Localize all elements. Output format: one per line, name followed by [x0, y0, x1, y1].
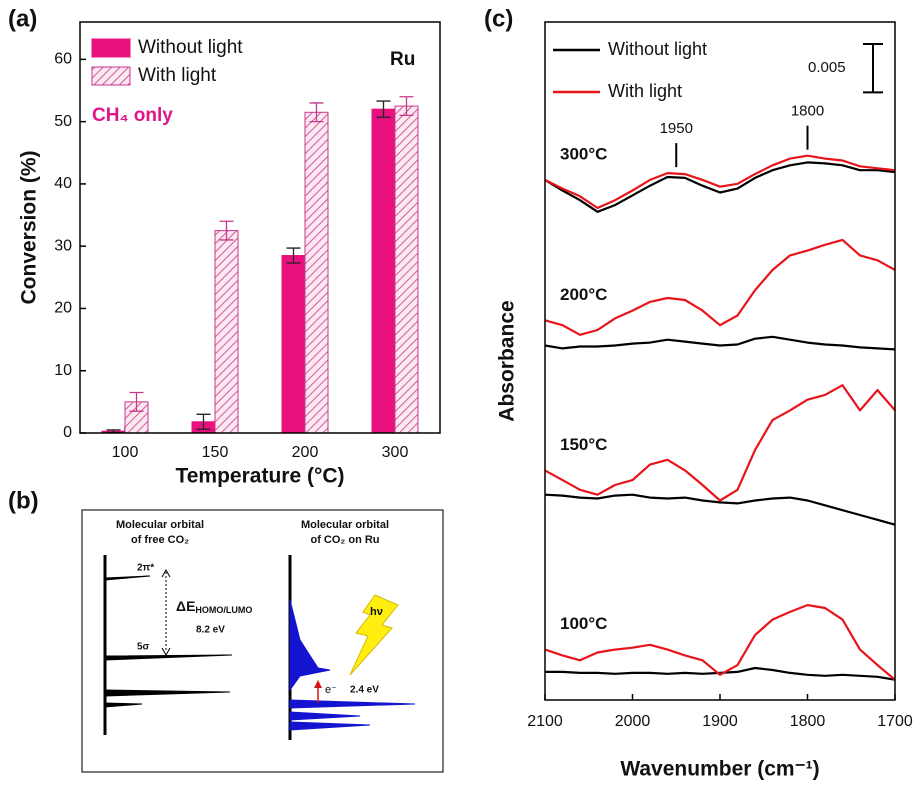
legend-label: With light	[608, 81, 682, 101]
ru-gap: 2.4 eV	[350, 685, 379, 696]
homo-label: 5σ	[137, 642, 150, 653]
error-bar	[129, 391, 144, 412]
trace-label: 200°C	[560, 285, 607, 304]
lumo-label: 2π*	[137, 563, 154, 574]
y-tick-label: 10	[54, 362, 72, 379]
diagram-frame	[81, 509, 444, 773]
spectrum-line	[544, 604, 896, 681]
trace-label: 150°C	[560, 435, 607, 454]
y-tick-label: 40	[54, 175, 72, 192]
scale-bar	[863, 43, 883, 94]
annotation: Ru	[390, 49, 415, 70]
legend-label: With light	[138, 65, 217, 86]
x-tick-label: 1900	[702, 713, 738, 730]
arrow-head	[314, 680, 322, 688]
y-tick-label: 0	[63, 424, 72, 441]
light-bolt	[349, 594, 399, 676]
bar	[371, 108, 396, 434]
gap-value: 8.2 eV	[196, 625, 225, 636]
spectrum-line	[544, 493, 896, 526]
x-tick-label: 1700	[877, 713, 913, 730]
bar	[214, 230, 239, 434]
x-tick-label: 100	[112, 444, 139, 461]
error-bar	[309, 102, 324, 123]
dos-peaks	[104, 575, 233, 708]
legend-swatch	[91, 38, 131, 58]
spectrum-line	[544, 335, 896, 351]
y-tick-label: 60	[54, 51, 72, 68]
y-axis-label: Absorbance	[496, 300, 519, 421]
x-tick-label: 300	[382, 444, 409, 461]
bar	[394, 105, 419, 434]
y-tick-label: 20	[54, 300, 72, 317]
left-title: Molecular orbital	[116, 519, 204, 531]
x-tick-label: 2000	[615, 713, 651, 730]
trace-label: 300°C	[560, 144, 607, 163]
peak-label: 1950	[660, 120, 693, 137]
spectrum-line	[544, 161, 896, 213]
trace-label: 100°C	[560, 614, 607, 633]
bar	[281, 255, 306, 434]
orbital-diagram: Molecular orbital of free CO₂ Molecular …	[81, 509, 444, 773]
y-tick-label: 50	[54, 113, 72, 130]
x-tick-label: 200	[292, 444, 319, 461]
right-title: of CO₂ on Ru	[310, 534, 379, 546]
legend-label: Without light	[608, 39, 707, 59]
gap-label: ΔEHOMO/LUMO	[176, 598, 252, 616]
right-title: Molecular orbital	[301, 519, 389, 531]
error-bar	[196, 413, 211, 430]
gap-subscript: HOMO/LUMO	[195, 605, 252, 615]
error-bar	[376, 100, 391, 118]
peak-label: 1800	[791, 103, 824, 120]
error-bar	[219, 220, 234, 241]
bar	[304, 111, 329, 434]
x-tick-label: 150	[202, 444, 229, 461]
x-tick-label: 1800	[790, 713, 826, 730]
x-axis-label: Wavenumber (cm⁻¹)	[620, 758, 819, 781]
y-tick-label: 30	[54, 237, 72, 254]
y-axis-label: Conversion (%)	[18, 150, 41, 304]
legend-swatch	[91, 66, 131, 86]
arrow-heads	[161, 568, 171, 657]
photon-label: hν	[370, 606, 383, 618]
x-tick-label: 2100	[527, 713, 563, 730]
dos-peaks-ru	[289, 599, 416, 731]
legend-label: Without light	[138, 37, 243, 58]
error-bar	[286, 247, 301, 264]
scale-label: 0.005	[808, 59, 846, 76]
spectrum-line	[544, 154, 896, 210]
spectrum-line	[544, 384, 896, 502]
error-bar	[399, 96, 414, 117]
spectrum-line	[544, 238, 896, 336]
panel-label: (b)	[8, 487, 39, 514]
electron-label: e⁻	[325, 684, 337, 696]
spectrum-line	[545, 666, 896, 681]
annotation: CH₄ only	[92, 105, 173, 126]
x-axis-label: Temperature (°C)	[175, 465, 344, 488]
plot-frame	[79, 21, 441, 434]
plot-frame	[544, 21, 896, 701]
panel-label: (c)	[484, 5, 513, 32]
left-title: of free CO₂	[131, 534, 189, 546]
panel-label: (a)	[8, 5, 37, 32]
gap-symbol: ΔE	[176, 598, 195, 614]
